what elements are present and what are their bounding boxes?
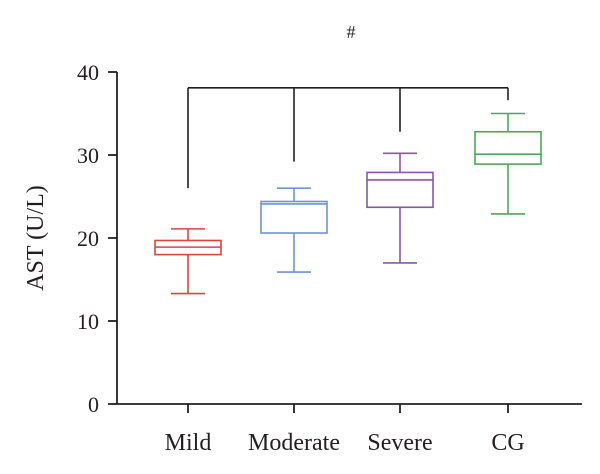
box-severe xyxy=(366,171,434,209)
box-moderate xyxy=(260,200,328,234)
y-tick-label-30: 30 xyxy=(77,143,99,168)
y-tick-label-20: 20 xyxy=(77,226,99,251)
x-tick-label-mild: Mild xyxy=(165,430,212,456)
y-tick-label-0: 0 xyxy=(88,392,99,417)
box-cg xyxy=(474,130,542,165)
y-axis-title: AST (U/L) xyxy=(23,185,49,291)
x-tick-label-severe: Severe xyxy=(367,430,432,456)
x-tick-label-cg: CG xyxy=(491,430,524,456)
y-tick-label-10: 10 xyxy=(77,309,99,334)
plot-area: 0 10 20 30 40 Mild Moderate Severe CG # xyxy=(77,22,582,456)
y-tick-label-40: 40 xyxy=(77,60,99,85)
x-tick-label-moderate: Moderate xyxy=(248,430,340,456)
significance-marker: # xyxy=(347,22,356,42)
